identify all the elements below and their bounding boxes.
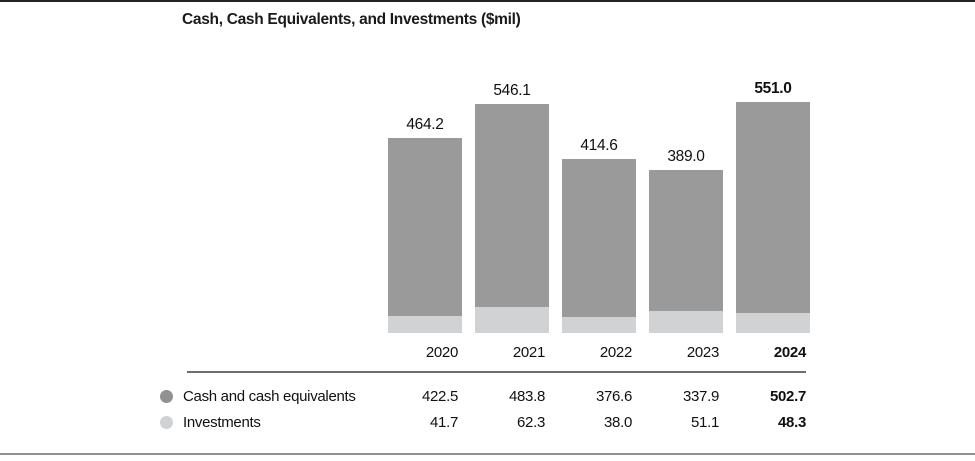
legend-bullet-row-0 (160, 390, 173, 403)
bottom-rule (0, 453, 975, 455)
chart-title: Cash, Cash Equivalents, and Investments … (182, 11, 521, 28)
x-axis-label-2022: 2022 (599, 344, 632, 361)
bar-2022 (562, 158, 636, 333)
table-cell-r0-c1: 483.8 (508, 388, 545, 405)
bar-2024 (736, 101, 810, 333)
x-axis-label-2024: 2024 (773, 344, 806, 361)
bar-2023-investments-segment (649, 311, 723, 333)
legend-table-divider (187, 371, 806, 373)
bar-2020-total-label: 464.2 (406, 116, 444, 133)
bar-2024-investments-segment (736, 312, 810, 333)
bar-2021-investments-segment (475, 306, 549, 333)
x-axis-label-2023: 2023 (686, 344, 719, 361)
x-axis-label-2020: 2020 (425, 344, 458, 361)
table-cell-r0-c4: 502.7 (769, 388, 806, 405)
bar-2023 (649, 169, 723, 333)
legend-bullet-row-1 (160, 416, 173, 429)
table-cell-r0-c0: 422.5 (421, 388, 458, 405)
bar-2020-investments-segment (388, 315, 462, 333)
top-rule (0, 0, 975, 2)
table-cell-r1-c3: 51.1 (691, 414, 719, 431)
legend-label-row-1: Investments (183, 414, 261, 431)
table-cell-r1-c2: 38.0 (604, 414, 632, 431)
table-cell-r0-c2: 376.6 (595, 388, 632, 405)
table-cell-r1-c0: 41.7 (430, 414, 458, 431)
bar-2022-total-label: 414.6 (580, 136, 618, 154)
table-cell-r0-c3: 337.9 (682, 388, 719, 405)
x-axis-label-2021: 2021 (512, 344, 545, 361)
table-cell-r1-c1: 62.3 (517, 414, 545, 431)
bar-2024-total-label: 551.0 (754, 79, 792, 97)
bar-2021 (475, 103, 549, 333)
bar-2022-investments-segment (562, 316, 636, 333)
bar-2020 (388, 138, 462, 333)
table-cell-r1-c4: 48.3 (778, 414, 806, 431)
legend-label-row-0: Cash and cash equivalents (183, 388, 356, 405)
bar-2021-total-label: 546.1 (493, 81, 531, 99)
bar-2023-total-label: 389.0 (667, 147, 705, 165)
